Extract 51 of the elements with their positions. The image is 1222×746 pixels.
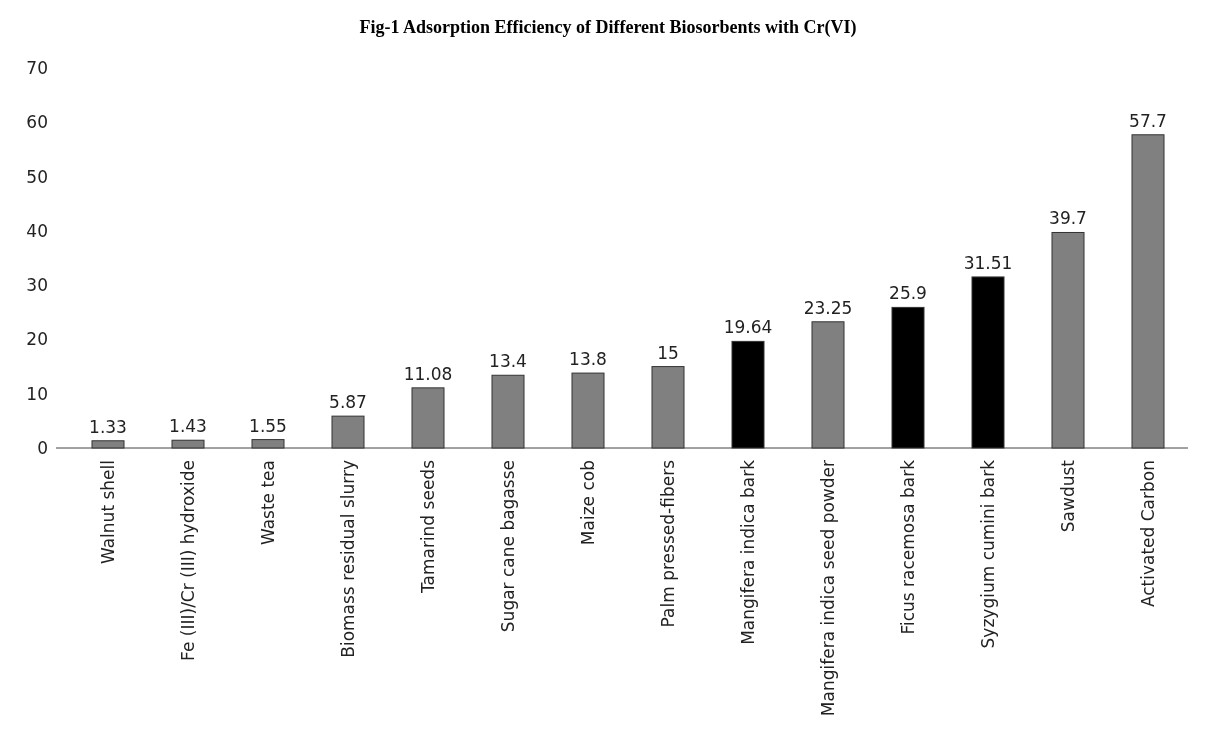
data-label: 23.25	[803, 297, 853, 318]
y-tick-label: 40	[26, 220, 48, 241]
x-tick-label: Fe (III)/Cr (III) hydroxide	[177, 460, 198, 661]
data-label: 31.51	[963, 252, 1013, 273]
data-label: 13.4	[489, 351, 527, 372]
data-label: 13.8	[569, 349, 607, 370]
y-tick-label: 70	[26, 57, 48, 78]
data-label: 11.08	[403, 363, 453, 384]
x-tick-label: Tamarind seeds	[417, 459, 438, 595]
y-tick-label: 10	[26, 383, 48, 404]
bar	[331, 415, 365, 449]
data-label: 39.7	[1049, 208, 1087, 229]
bar	[91, 440, 125, 449]
bar	[411, 387, 445, 449]
data-label: 1.43	[169, 416, 207, 437]
bar	[1131, 134, 1165, 449]
y-tick-label: 0	[37, 437, 48, 458]
bar	[571, 372, 605, 449]
bar	[491, 374, 525, 449]
y-tick-label: 50	[26, 166, 48, 187]
data-label: 1.33	[89, 416, 127, 437]
x-tick-label: Mangifera indica bark	[737, 459, 758, 645]
bar	[971, 276, 1005, 449]
bar	[811, 321, 845, 449]
y-tick-label: 20	[26, 329, 48, 350]
x-tick-label: Sawdust	[1057, 459, 1078, 533]
x-tick-label: Sugar cane bagasse	[497, 460, 518, 633]
x-tick-label: Walnut shell	[97, 460, 118, 565]
bar	[731, 340, 765, 449]
bar	[1051, 231, 1085, 449]
x-tick-label: Maize cob	[577, 460, 598, 546]
bar	[251, 439, 285, 449]
data-label: 19.64	[723, 317, 773, 338]
bar	[171, 439, 205, 449]
chart-title: Fig-1 Adsorption Efficiency of Different Biosorbents with Cr(VI)	[359, 17, 857, 38]
data-label: 5.87	[329, 392, 367, 413]
x-tick-label: Biomass residual slurry	[337, 460, 358, 658]
data-label: 57.7	[1129, 110, 1167, 131]
data-label: 25.9	[889, 283, 927, 304]
x-tick-label: Ficus racemosa bark	[897, 459, 918, 635]
bar	[651, 366, 685, 449]
y-tick-label: 60	[26, 112, 48, 133]
y-tick-label: 30	[26, 275, 48, 296]
x-tick-label: Palm pressed-fibers	[657, 459, 678, 628]
x-tick-label: Activated Carbon	[1137, 460, 1158, 608]
x-tick-label: Mangifera indica seed powder	[817, 460, 838, 717]
x-tick-label: Waste tea	[257, 460, 278, 546]
data-label: 1.55	[249, 415, 287, 436]
bar	[891, 306, 925, 449]
x-tick-label: Syzygium cumini bark	[977, 459, 998, 649]
data-label: 15	[657, 342, 679, 363]
